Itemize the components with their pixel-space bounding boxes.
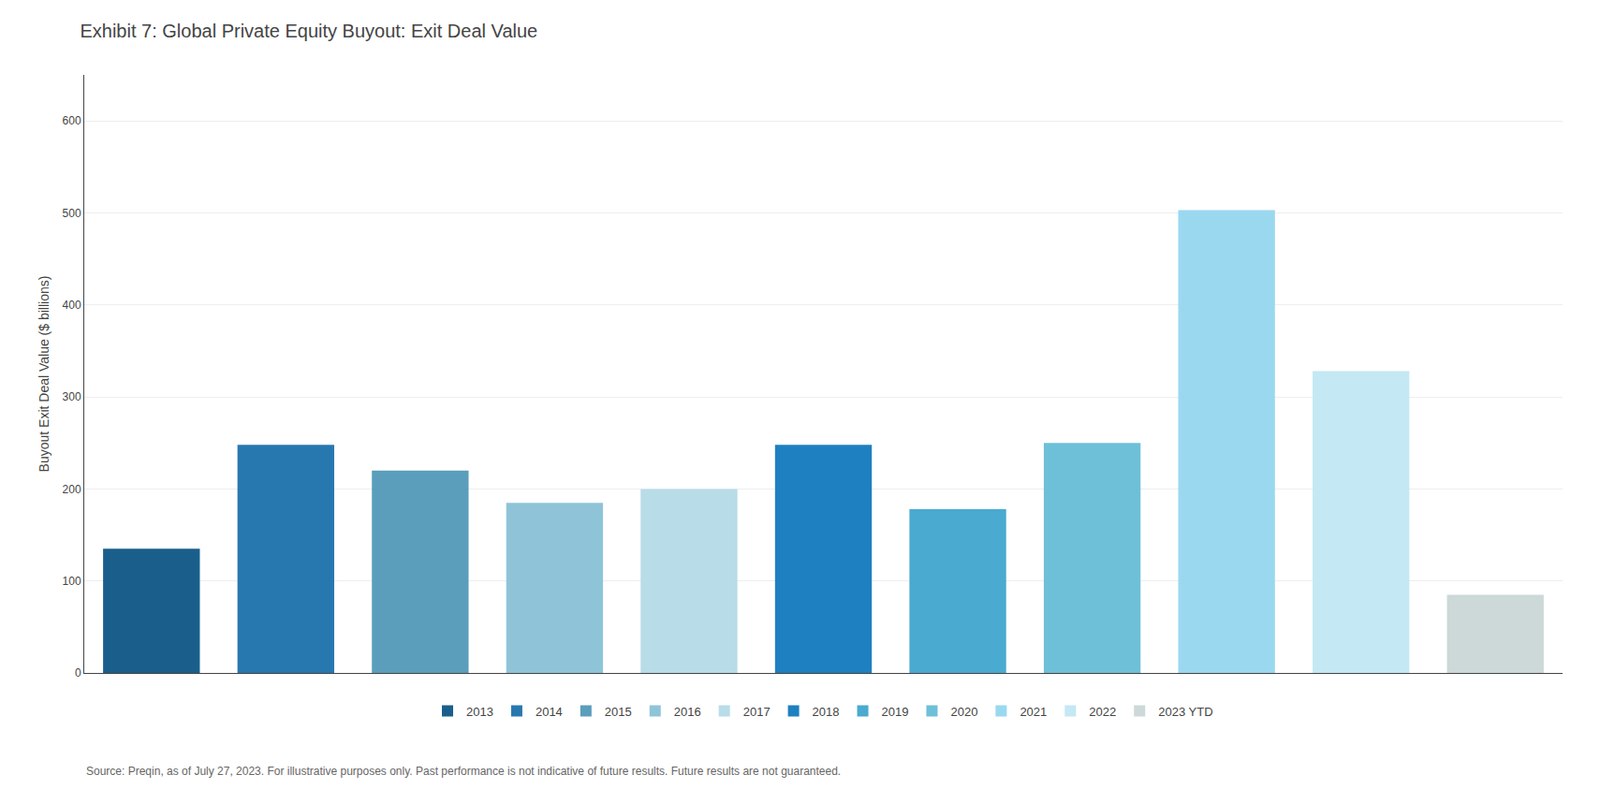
svg-text:2020: 2020 [950, 704, 978, 720]
svg-text:Exhibit 7: Global Private Equi: Exhibit 7: Global Private Equity Buyout:… [79, 20, 538, 42]
svg-text:Source: Preqin, as of July 27,: Source: Preqin, as of July 27, 2023. For… [86, 764, 841, 778]
svg-text:2014: 2014 [535, 704, 563, 720]
svg-text:2017: 2017 [743, 704, 771, 720]
svg-text:2018: 2018 [812, 704, 840, 720]
svg-text:2016: 2016 [674, 704, 702, 720]
svg-text:600: 600 [62, 114, 82, 128]
svg-text:Buyout Exit Deal Value ($ bill: Buyout Exit Deal Value ($ billions) [36, 276, 52, 473]
svg-text:0: 0 [74, 666, 82, 680]
svg-text:2021: 2021 [1019, 704, 1047, 720]
svg-text:500: 500 [62, 206, 82, 221]
svg-text:300: 300 [62, 390, 82, 404]
svg-text:200: 200 [62, 483, 82, 497]
svg-text:100: 100 [62, 574, 82, 588]
svg-text:400: 400 [62, 298, 82, 312]
svg-text:2013: 2013 [466, 704, 494, 720]
svg-text:2023 YTD: 2023 YTD [1158, 704, 1213, 720]
svg-text:2022: 2022 [1088, 704, 1116, 720]
svg-text:2015: 2015 [604, 704, 632, 720]
svg-text:2019: 2019 [881, 704, 910, 720]
